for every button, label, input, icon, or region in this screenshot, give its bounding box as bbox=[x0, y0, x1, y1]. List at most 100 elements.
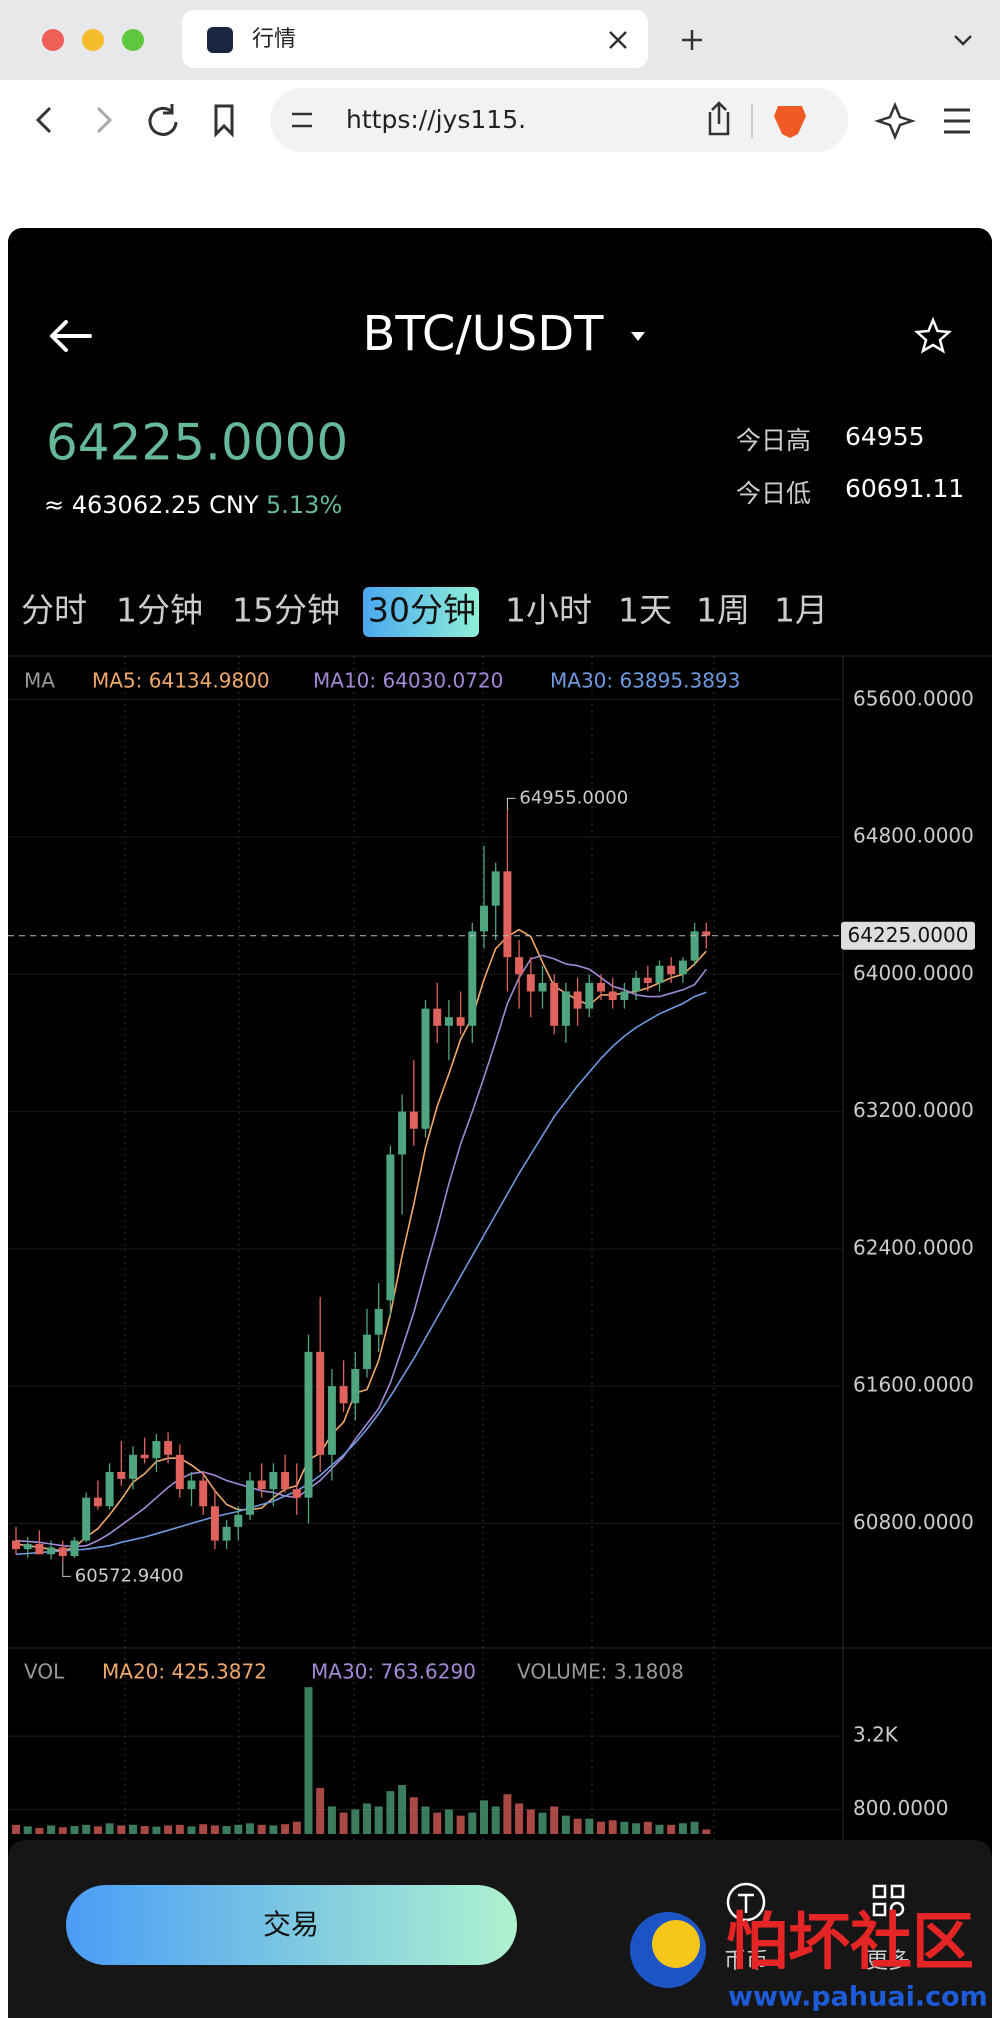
tab-close[interactable] bbox=[609, 31, 627, 49]
interval-tab[interactable]: 1分钟 bbox=[116, 591, 203, 630]
more-icon[interactable] bbox=[872, 1884, 905, 1917]
pair-dropdown[interactable] bbox=[631, 332, 645, 341]
candle-body bbox=[655, 965, 664, 983]
interval-tab[interactable]: 分时 bbox=[21, 591, 87, 630]
volume-bar bbox=[351, 1809, 360, 1834]
forward-button[interactable] bbox=[96, 106, 113, 134]
candle-body bbox=[140, 1454, 149, 1459]
bookmark-button[interactable] bbox=[214, 104, 234, 138]
candle-body bbox=[246, 1480, 254, 1515]
volume-bar bbox=[23, 1826, 32, 1834]
spot-icon-mark bbox=[738, 1893, 754, 1913]
volume-bar bbox=[234, 1824, 243, 1834]
zoom-window[interactable] bbox=[122, 29, 144, 51]
spot-tab[interactable]: 币币 bbox=[724, 1949, 768, 1974]
interval-tab[interactable]: 30分钟 bbox=[368, 591, 476, 630]
max-label: 64955.0000 bbox=[519, 787, 628, 808]
volume-bar bbox=[503, 1794, 512, 1834]
new-tab[interactable] bbox=[682, 30, 702, 50]
ma5-legend: MA5: 64134.9800 bbox=[92, 669, 270, 693]
candle-body bbox=[12, 1540, 20, 1550]
menu-button[interactable] bbox=[944, 108, 970, 134]
volume-bar bbox=[702, 1829, 711, 1834]
candle-body bbox=[152, 1441, 161, 1459]
vol-tick-label: 3.2K bbox=[853, 1723, 899, 1747]
candle-body bbox=[199, 1480, 208, 1507]
volume-bar bbox=[152, 1826, 161, 1834]
candle-body bbox=[164, 1441, 173, 1455]
candle-body bbox=[70, 1540, 79, 1557]
candle-body bbox=[175, 1454, 184, 1490]
y-tick-label: 65600.0000 bbox=[853, 686, 974, 710]
y-tick-label: 64800.0000 bbox=[853, 824, 974, 848]
interval-tab[interactable]: 1天 bbox=[618, 591, 672, 630]
volume-bar bbox=[70, 1826, 79, 1834]
reload-button[interactable] bbox=[148, 104, 178, 136]
candle-body bbox=[538, 982, 547, 992]
candle-body bbox=[468, 931, 477, 1026]
volume-bar bbox=[433, 1812, 442, 1834]
candle-body bbox=[58, 1547, 67, 1557]
ma-label: MA bbox=[24, 669, 55, 693]
y-tick-label: 61600.0000 bbox=[853, 1373, 974, 1397]
leo-button[interactable] bbox=[874, 101, 916, 141]
volume-bar bbox=[257, 1824, 266, 1834]
cny-price: ≈ 463062.25 CNY bbox=[44, 491, 259, 519]
address-bar[interactable] bbox=[270, 88, 848, 152]
candle-body bbox=[386, 1154, 395, 1301]
candle-body bbox=[421, 1008, 430, 1129]
interval-tab[interactable]: 1周 bbox=[696, 591, 750, 630]
back-arrow[interactable] bbox=[50, 320, 92, 352]
volume-bar bbox=[632, 1823, 641, 1834]
close-window[interactable] bbox=[42, 29, 64, 51]
min-label: 60572.9400 bbox=[75, 1565, 184, 1586]
candle-body bbox=[620, 991, 629, 1001]
interval-selected bbox=[363, 587, 479, 637]
interval-tab[interactable]: 1小时 bbox=[505, 591, 592, 630]
tab[interactable] bbox=[182, 10, 648, 68]
high-label: 今日高 bbox=[736, 426, 811, 455]
interval-tabs: 分时 1分钟 15分钟 30分钟 1小时 1天 1周 1月 bbox=[21, 587, 828, 637]
volume-bar bbox=[678, 1823, 687, 1834]
minimize-window[interactable] bbox=[82, 29, 104, 51]
favorite-star[interactable] bbox=[914, 316, 952, 354]
candle-body bbox=[339, 1386, 348, 1404]
tab-title: 行情 bbox=[252, 27, 296, 52]
share-button[interactable] bbox=[708, 101, 730, 136]
watermark-url: www.pahuai.com bbox=[728, 1982, 988, 2013]
pair-title[interactable]: BTC/USDT bbox=[362, 306, 604, 362]
brave-shields[interactable] bbox=[774, 106, 806, 138]
volume-bar bbox=[561, 1815, 570, 1834]
spot-icon[interactable] bbox=[726, 1882, 766, 1922]
volume-bar bbox=[304, 1687, 313, 1834]
back-button[interactable] bbox=[35, 106, 52, 134]
candle-body bbox=[573, 991, 582, 1009]
candle-body bbox=[444, 1017, 453, 1026]
candle-body bbox=[561, 991, 570, 1026]
vol-tick-label: 800.0000 bbox=[853, 1796, 948, 1820]
candle-body bbox=[117, 1471, 126, 1479]
trade-button[interactable] bbox=[66, 1885, 517, 1965]
interval-tab[interactable]: 1月 bbox=[774, 591, 828, 630]
volume-bar bbox=[374, 1806, 383, 1834]
candle-body bbox=[398, 1111, 407, 1155]
site-settings[interactable] bbox=[292, 112, 312, 128]
volume-bar bbox=[468, 1812, 477, 1834]
change-percent: 5.13% bbox=[266, 491, 342, 519]
candle-body bbox=[292, 1489, 301, 1498]
tab-list[interactable] bbox=[954, 35, 972, 46]
ma30-line bbox=[15, 991, 707, 1556]
volume-bar bbox=[199, 1824, 208, 1834]
more-tab[interactable]: 更多 bbox=[866, 1949, 910, 1974]
watermark-logo-fish bbox=[652, 1920, 700, 1968]
volume-bar bbox=[585, 1818, 594, 1834]
candle-body bbox=[515, 957, 524, 975]
volume-bar bbox=[47, 1825, 56, 1834]
interval-tab[interactable]: 15分钟 bbox=[232, 591, 340, 630]
low-value: 60691.11 bbox=[845, 474, 964, 503]
candle-body bbox=[351, 1368, 360, 1404]
candle-body bbox=[316, 1351, 325, 1455]
ma10-legend: MA10: 64030.0720 bbox=[313, 669, 503, 693]
